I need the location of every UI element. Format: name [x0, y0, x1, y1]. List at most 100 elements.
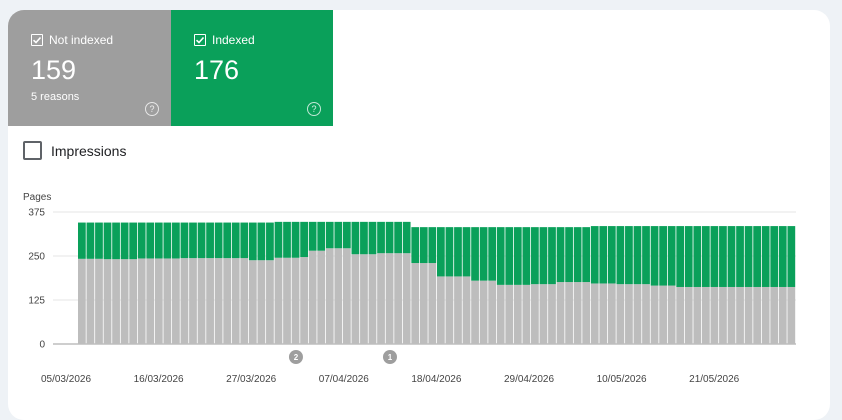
- bar-not-indexed: [522, 284, 531, 344]
- bar-indexed: [385, 221, 394, 254]
- annotation-label: 2: [294, 353, 299, 362]
- bar-indexed: [248, 222, 257, 261]
- bar-indexed: [163, 222, 172, 259]
- bar-indexed: [342, 221, 351, 249]
- x-tick-label: 10/05/2026: [597, 374, 647, 385]
- bar-not-indexed: [394, 253, 403, 344]
- bar-indexed: [701, 226, 710, 287]
- bar-indexed: [753, 226, 762, 287]
- bar-indexed: [693, 226, 702, 287]
- bar-not-indexed: [206, 258, 214, 344]
- bar-indexed: [471, 227, 479, 281]
- bar-not-indexed: [599, 283, 608, 344]
- bar-indexed: [607, 226, 616, 284]
- bar-not-indexed: [214, 258, 223, 344]
- bar-not-indexed: [257, 260, 266, 344]
- bar-indexed: [103, 222, 112, 260]
- x-tick-label: 05/03/2026: [41, 374, 91, 385]
- bar-indexed: [625, 226, 633, 285]
- bar-indexed: [556, 227, 565, 283]
- bar-indexed: [787, 226, 796, 287]
- bar-indexed: [154, 222, 163, 259]
- bar-not-indexed: [778, 286, 787, 344]
- bar-indexed: [274, 221, 283, 258]
- bar-indexed: [719, 226, 727, 287]
- y-tick-label: 0: [39, 340, 45, 351]
- bar-indexed: [428, 227, 437, 264]
- y-axis-title: Pages: [23, 192, 51, 203]
- help-icon[interactable]: ?: [145, 102, 159, 116]
- annotation-marker: [288, 350, 303, 364]
- bar-not-indexed: [573, 282, 582, 344]
- y-tick-label: 375: [28, 208, 45, 219]
- bar-not-indexed: [180, 258, 189, 344]
- not-indexed-tile[interactable]: Not indexed 159 5 reasons ?: [8, 10, 171, 126]
- bar-not-indexed: [556, 282, 565, 344]
- bar-indexed: [197, 222, 206, 259]
- bar-not-indexed: [78, 258, 86, 344]
- checkbox-checked-icon[interactable]: [31, 34, 43, 46]
- bar-not-indexed: [129, 259, 138, 344]
- bar-indexed: [231, 222, 240, 259]
- bar-indexed: [616, 226, 625, 285]
- bar-not-indexed: [137, 258, 146, 344]
- bar-not-indexed: [616, 284, 625, 344]
- y-tick-label: 250: [28, 252, 45, 263]
- bar-indexed: [86, 222, 95, 259]
- bar-not-indexed: [667, 285, 676, 344]
- bar-indexed: [189, 222, 197, 259]
- bar-not-indexed: [513, 284, 522, 344]
- help-icon[interactable]: ?: [307, 102, 321, 116]
- bar-indexed: [676, 226, 685, 287]
- bar-indexed: [411, 227, 420, 264]
- bar-indexed: [325, 221, 334, 249]
- x-tick-label: 16/03/2026: [134, 374, 184, 385]
- bar-indexed: [419, 227, 428, 264]
- bar-not-indexed: [112, 259, 120, 344]
- bar-indexed: [761, 226, 770, 287]
- bar-not-indexed: [693, 286, 702, 344]
- bar-not-indexed: [471, 280, 479, 344]
- bar-indexed: [223, 222, 232, 259]
- bar-not-indexed: [565, 282, 573, 344]
- bar-not-indexed: [684, 286, 693, 344]
- bar-indexed: [513, 227, 522, 285]
- x-tick-label: 21/05/2026: [689, 374, 739, 385]
- bar-not-indexed: [496, 284, 505, 344]
- bar-not-indexed: [402, 253, 411, 344]
- bar-not-indexed: [146, 258, 155, 344]
- bar-not-indexed: [719, 286, 727, 344]
- bar-not-indexed: [154, 258, 163, 344]
- bar-not-indexed: [360, 254, 368, 344]
- bar-indexed: [565, 227, 573, 283]
- bar-indexed: [112, 222, 120, 260]
- bar-not-indexed: [317, 250, 326, 344]
- checkbox-unchecked-icon[interactable]: [23, 141, 42, 160]
- bar-not-indexed: [300, 257, 308, 344]
- bar-not-indexed: [283, 257, 291, 344]
- bar-not-indexed: [701, 286, 710, 344]
- bar-not-indexed: [744, 286, 753, 344]
- not-indexed-count: 159: [31, 55, 77, 85]
- bar-indexed: [650, 226, 659, 286]
- bar-not-indexed: [325, 248, 334, 344]
- bar-indexed: [736, 226, 744, 287]
- checkbox-checked-icon[interactable]: [194, 34, 206, 46]
- bar-indexed: [334, 221, 343, 249]
- bar-indexed: [437, 227, 445, 277]
- bar-not-indexed: [411, 263, 420, 344]
- annotation-label: 1: [388, 353, 393, 362]
- bar-not-indexed: [351, 254, 360, 344]
- bar-indexed: [582, 227, 591, 283]
- bar-indexed: [573, 227, 582, 283]
- bar-indexed: [778, 226, 787, 287]
- bar-not-indexed: [120, 259, 129, 344]
- bar-indexed: [479, 227, 488, 281]
- bar-indexed: [770, 226, 779, 287]
- bar-indexed: [505, 227, 514, 285]
- bar-indexed: [377, 221, 385, 254]
- impressions-toggle[interactable]: Impressions: [23, 141, 126, 160]
- not-indexed-header: Not indexed: [31, 33, 113, 47]
- bar-not-indexed: [590, 283, 599, 344]
- indexed-tile[interactable]: Indexed 176 ?: [171, 10, 333, 126]
